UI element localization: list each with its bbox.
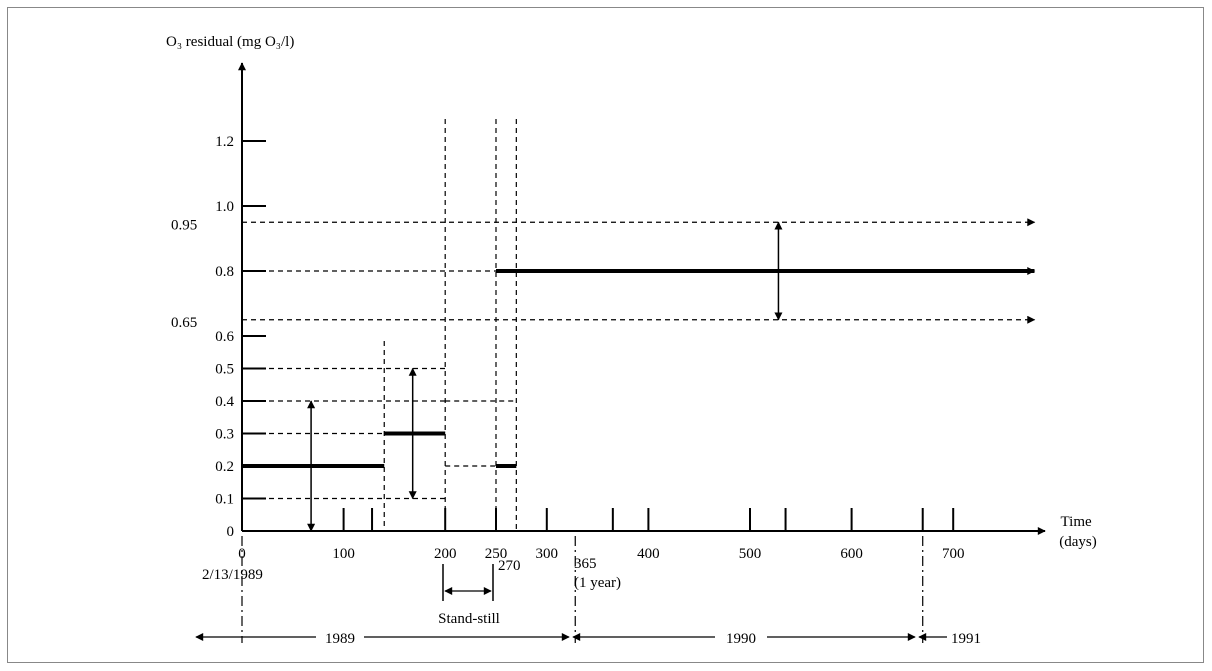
y-tick-label: 0.6 [215, 329, 234, 345]
ozone-residual-diagram: O₃ residual (mg O₃/l) Time (days) 0.1 0.2… [166, 34, 1097, 647]
y-side-label: 0.65 [171, 315, 197, 331]
origin-label: 0 [227, 524, 235, 540]
x-axis-label: Time (days) [1059, 514, 1097, 550]
x-tick-label: 600 [840, 546, 863, 562]
x-tick-label: 200 [434, 546, 457, 562]
y-axis-label: O₃ residual (mg O₃/l) [166, 34, 294, 50]
one-year-label: (1 year) [574, 575, 621, 591]
y-tick-label: 0.5 [215, 362, 234, 378]
day-365-label: 365 [574, 556, 597, 572]
x-tick-label: 400 [637, 546, 660, 562]
y-tick-label: 0.4 [215, 394, 234, 410]
x-tick-label: 500 [739, 546, 762, 562]
stand-still-label: Stand-still [438, 611, 500, 627]
x-axis-label-line2: (days) [1059, 534, 1097, 550]
figure-frame: O₃ residual (mg O₃/l) Time (days) 0.1 0.2… [7, 7, 1204, 663]
y-tick-label: 0.1 [215, 492, 234, 508]
y-side-label: 0.95 [171, 217, 197, 233]
x-axis-label-line1: Time [1061, 514, 1092, 530]
x-tick-label: 700 [942, 546, 965, 562]
y-tick-label: 1.0 [215, 199, 234, 215]
y-tick-label: 0.2 [215, 459, 234, 475]
y-tick-label: 0.3 [215, 427, 234, 443]
day-270-label: 270 [498, 558, 521, 574]
y-tick-label: 1.2 [215, 134, 234, 150]
x-tick-label: 300 [536, 546, 559, 562]
year-label-1989: 1989 [325, 631, 355, 647]
y-tick-label: 0.8 [215, 264, 234, 280]
year-label-1991: 1991 [951, 631, 981, 647]
x-tick-label: 250 [485, 546, 508, 562]
x-tick-label: 0 [238, 546, 246, 562]
start-date-label: 2/13/1989 [202, 567, 263, 583]
year-label-1990: 1990 [726, 631, 756, 647]
x-tick-label: 100 [332, 546, 355, 562]
